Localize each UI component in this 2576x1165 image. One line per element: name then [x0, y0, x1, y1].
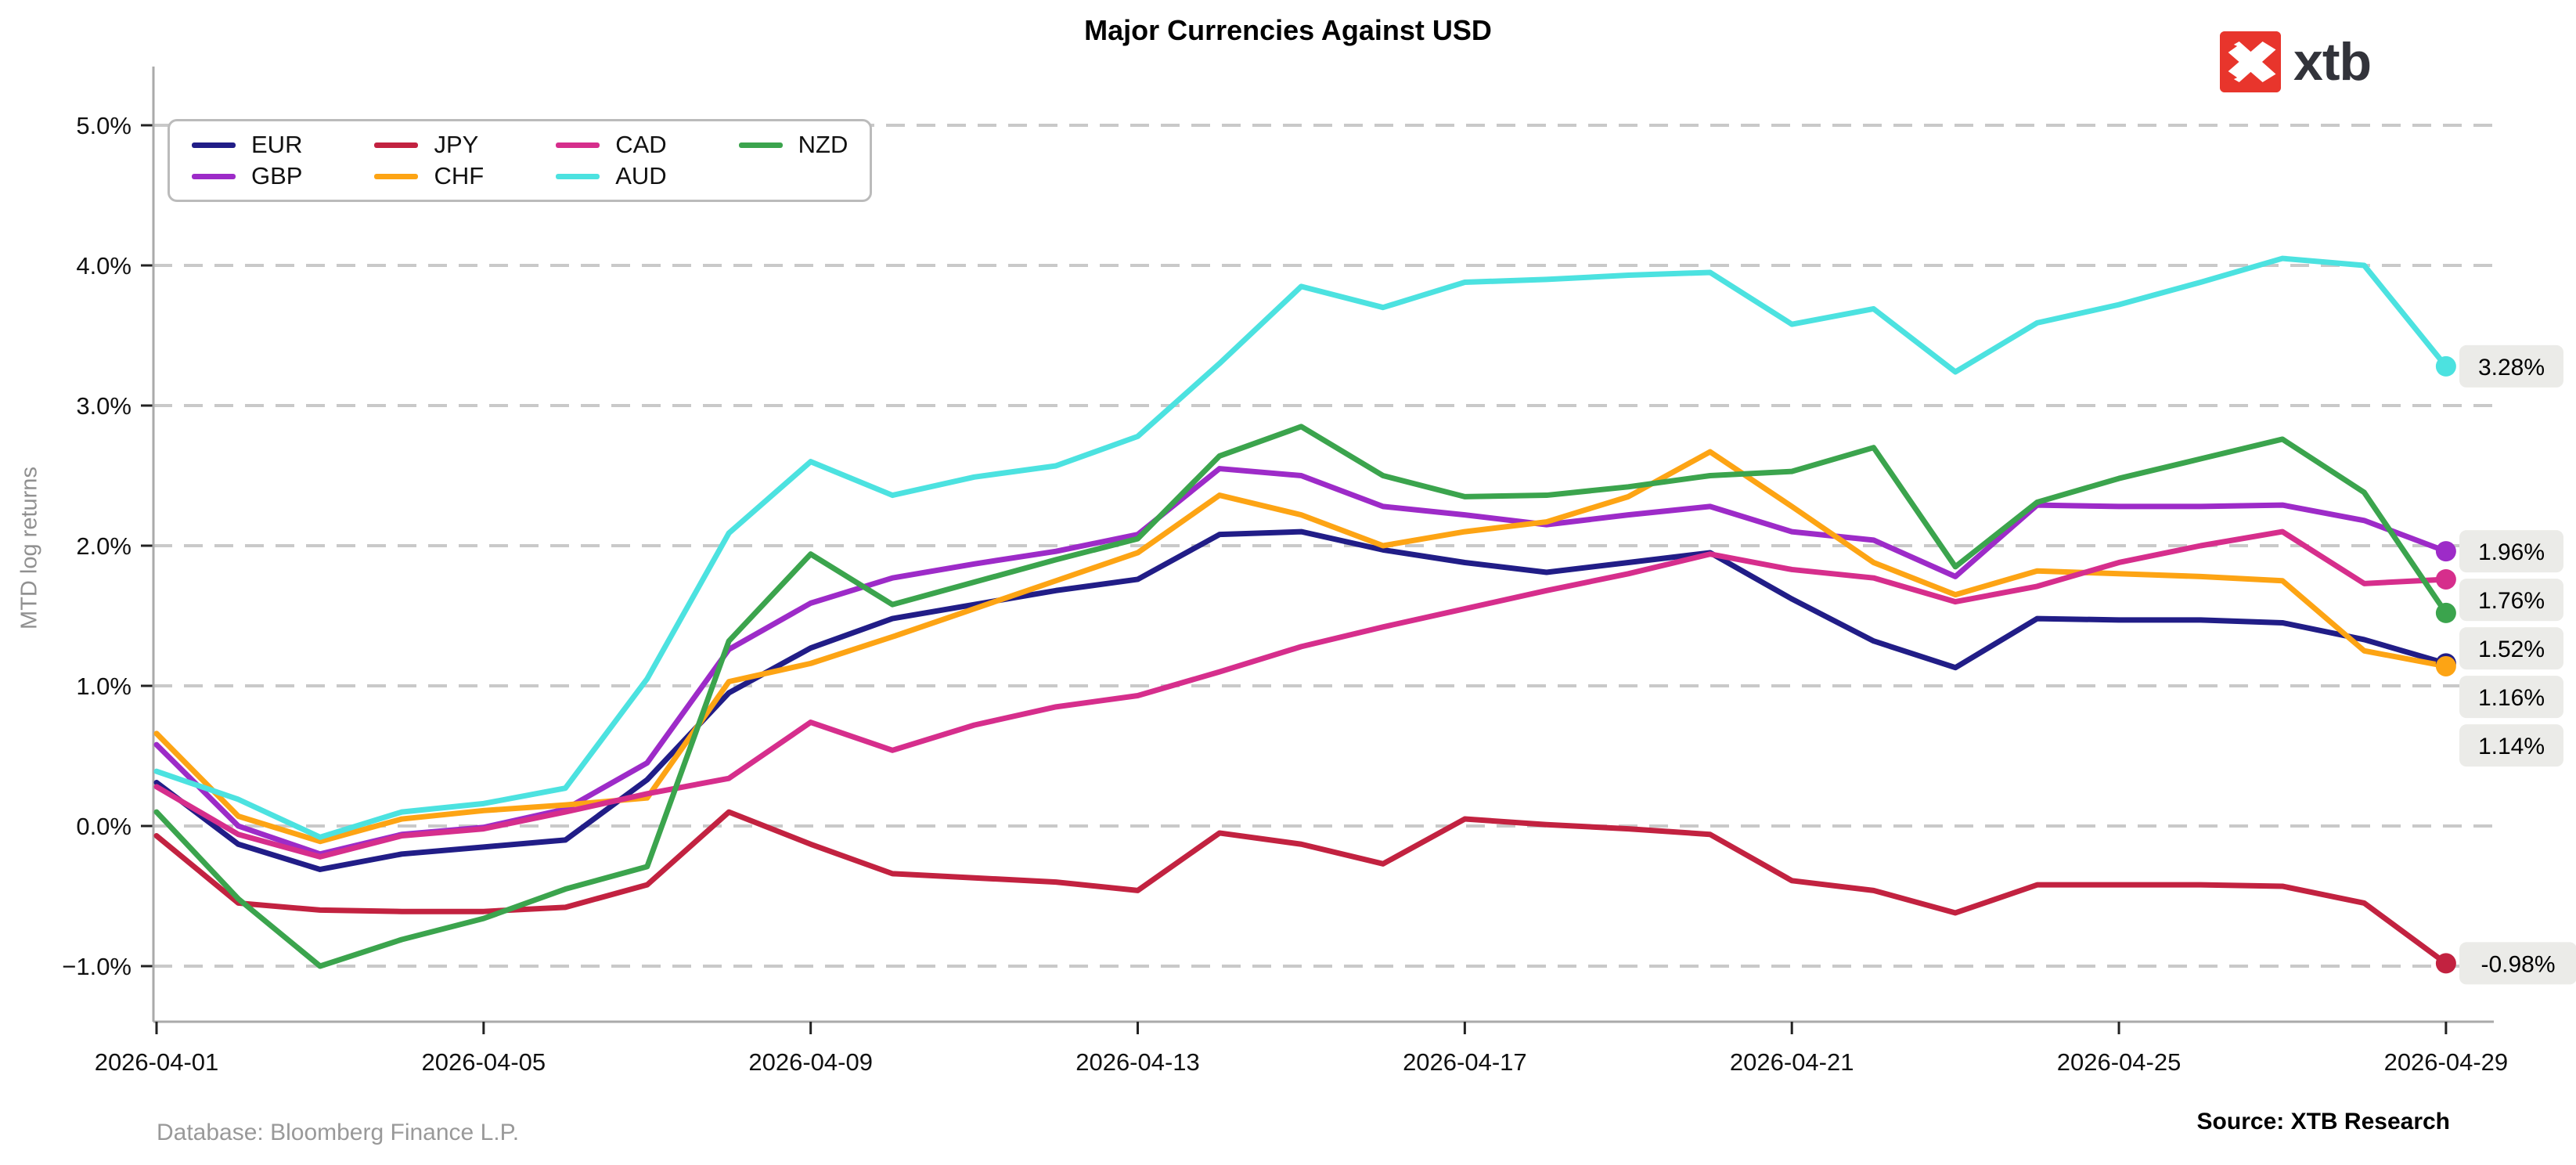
- legend-swatch-CAD: [556, 142, 600, 148]
- end-label-box-CHF: [2459, 724, 2563, 767]
- source-note: Source: XTB Research: [2196, 1109, 2450, 1134]
- end-label-NZD: 1.52%: [2478, 637, 2545, 662]
- series-end-dot-CHF: [2435, 655, 2456, 676]
- x-tick-label: 2026-04-09: [748, 1048, 873, 1076]
- x-tick-label: 2026-04-05: [422, 1048, 546, 1076]
- end-label-box-EUR: [2459, 676, 2563, 719]
- series-line-EUR: [153, 528, 2449, 872]
- legend-label-CAD: CAD: [615, 131, 667, 158]
- series-end-dot-CAD: [2435, 568, 2456, 590]
- series-end-dot-NZD: [2435, 602, 2456, 623]
- series-end-dot-AUD: [2435, 355, 2456, 377]
- legend-swatch-CHF: [374, 173, 419, 179]
- x-tick-label: 2026-04-17: [1403, 1048, 1527, 1076]
- end-label-box-CAD: [2459, 579, 2563, 622]
- legend-label-GBP: GBP: [251, 162, 303, 189]
- legend-item-JPY: JPY: [374, 131, 484, 159]
- legend-label-NZD: NZD: [798, 131, 848, 158]
- legend-item-CAD: CAD: [556, 131, 667, 159]
- end-label-box-NZD: [2459, 627, 2563, 670]
- legend-item-EUR: EUR: [192, 131, 302, 159]
- legend-label-JPY: JPY: [434, 131, 479, 158]
- legend: EUR GBP JPY CHF CAD AUD NZD: [168, 119, 873, 202]
- series-line-CHF: [153, 449, 2449, 845]
- legend-label-AUD: AUD: [615, 162, 667, 189]
- series-line-NZD: [153, 424, 2449, 969]
- series-end-dot-GBP: [2435, 541, 2456, 562]
- end-label-CAD: 1.76%: [2478, 588, 2545, 614]
- chart-title: Major Currencies Against USD: [1084, 14, 1492, 46]
- series-end-dot-JPY: [2435, 953, 2456, 974]
- legend-label-CHF: CHF: [434, 162, 485, 189]
- y-tick-label: 2.0%: [76, 532, 132, 560]
- legend-item-NZD: NZD: [738, 131, 848, 159]
- end-label-box-JPY: [2459, 942, 2576, 985]
- legend-label-EUR: EUR: [251, 131, 303, 158]
- y-tick-label: 4.0%: [76, 252, 132, 280]
- legend-item-AUD: AUD: [556, 162, 667, 190]
- legend-item-GBP: GBP: [192, 162, 302, 190]
- legend-swatch-GBP: [192, 173, 236, 179]
- xtb-logo-text: xtb: [2293, 32, 2372, 92]
- x-tick-label: 2026-04-29: [2384, 1048, 2509, 1076]
- x-tick-label: 2026-04-01: [95, 1048, 219, 1076]
- y-tick-label: 1.0%: [76, 673, 132, 700]
- end-label-JPY: -0.98%: [2481, 951, 2555, 977]
- legend-swatch-NZD: [738, 142, 783, 148]
- legend-swatch-JPY: [374, 142, 419, 148]
- database-note: Database: Bloomberg Finance L.P.: [157, 1120, 520, 1145]
- y-tick-label: 3.0%: [76, 392, 132, 420]
- xtb-logo-icon: [2220, 31, 2281, 92]
- x-tick-label: 2026-04-21: [1730, 1048, 1854, 1076]
- legend-swatch-AUD: [556, 173, 600, 179]
- legend-item-CHF: CHF: [374, 162, 484, 190]
- end-label-AUD: 3.28%: [2478, 355, 2545, 381]
- x-tick-label: 2026-04-25: [2057, 1048, 2181, 1076]
- y-tick-label: 5.0%: [76, 112, 132, 139]
- xtb-logo: xtb: [2220, 31, 2372, 92]
- series-line-AUD: [153, 255, 2449, 840]
- series-line-JPY: [153, 809, 2449, 966]
- end-label-box-GBP: [2459, 530, 2563, 573]
- end-label-GBP: 1.96%: [2478, 539, 2545, 565]
- y-tick-label: 0.0%: [76, 813, 132, 840]
- y-tick-label: −1.0%: [62, 953, 132, 980]
- end-label-EUR: 1.16%: [2478, 685, 2545, 711]
- legend-swatch-EUR: [192, 142, 236, 148]
- end-label-box-AUD: [2459, 344, 2563, 388]
- series-line-GBP: [153, 466, 2449, 857]
- series-line-CAD: [153, 528, 2449, 860]
- end-label-CHF: 1.14%: [2478, 734, 2545, 759]
- x-tick-label: 2026-04-13: [1075, 1048, 1200, 1076]
